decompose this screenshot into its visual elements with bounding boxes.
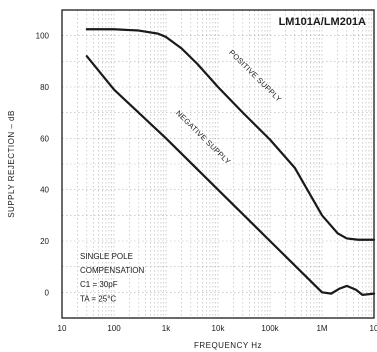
note-line-capacitance: C1 = 30pF bbox=[80, 280, 118, 289]
y-tick-label: 100 bbox=[36, 32, 50, 41]
y-tick-label: 80 bbox=[40, 83, 49, 92]
y-axis-ticks: 0 20 40 60 80 100 bbox=[36, 32, 50, 298]
x-tick-label: 1M bbox=[316, 324, 327, 333]
negative-supply-curve bbox=[85, 55, 376, 296]
note-line-compensation: COMPENSATION bbox=[80, 266, 145, 275]
y-tick-label: 60 bbox=[40, 134, 49, 143]
positive-supply-label: POSITIVE SUPPLY bbox=[227, 48, 283, 104]
y-tick-label: 0 bbox=[45, 288, 50, 297]
chart-title: LM101A/LM201A bbox=[279, 16, 366, 28]
note-line-single-pole: SINGLE POLE bbox=[80, 252, 133, 261]
x-tick-label: 1k bbox=[162, 324, 171, 333]
x-axis-ticks: 10 100 1k 10k 100k 1M 10 bbox=[58, 324, 377, 333]
compensation-note: SINGLE POLE COMPENSATION C1 = 30pF TA = … bbox=[80, 252, 145, 303]
series bbox=[85, 28, 376, 296]
x-tick-label: 10k bbox=[212, 324, 226, 333]
note-line-temperature: TA = 25°C bbox=[80, 294, 116, 303]
positive-supply-curve bbox=[85, 28, 376, 241]
negative-supply-label: NEGATIVE SUPPLY bbox=[174, 109, 232, 167]
y-axis-label: SUPPLY REJECTION – dB bbox=[7, 110, 16, 218]
x-tick-label: 10 bbox=[370, 324, 377, 333]
x-tick-label: 100k bbox=[261, 324, 279, 333]
x-tick-label: 100 bbox=[107, 324, 121, 333]
plot-frame bbox=[61, 9, 375, 319]
x-axis-label: FREQUENCY Hz bbox=[194, 341, 262, 350]
y-tick-label: 20 bbox=[40, 237, 49, 246]
x-tick-label: 10 bbox=[58, 324, 67, 333]
y-tick-label: 40 bbox=[40, 186, 49, 195]
